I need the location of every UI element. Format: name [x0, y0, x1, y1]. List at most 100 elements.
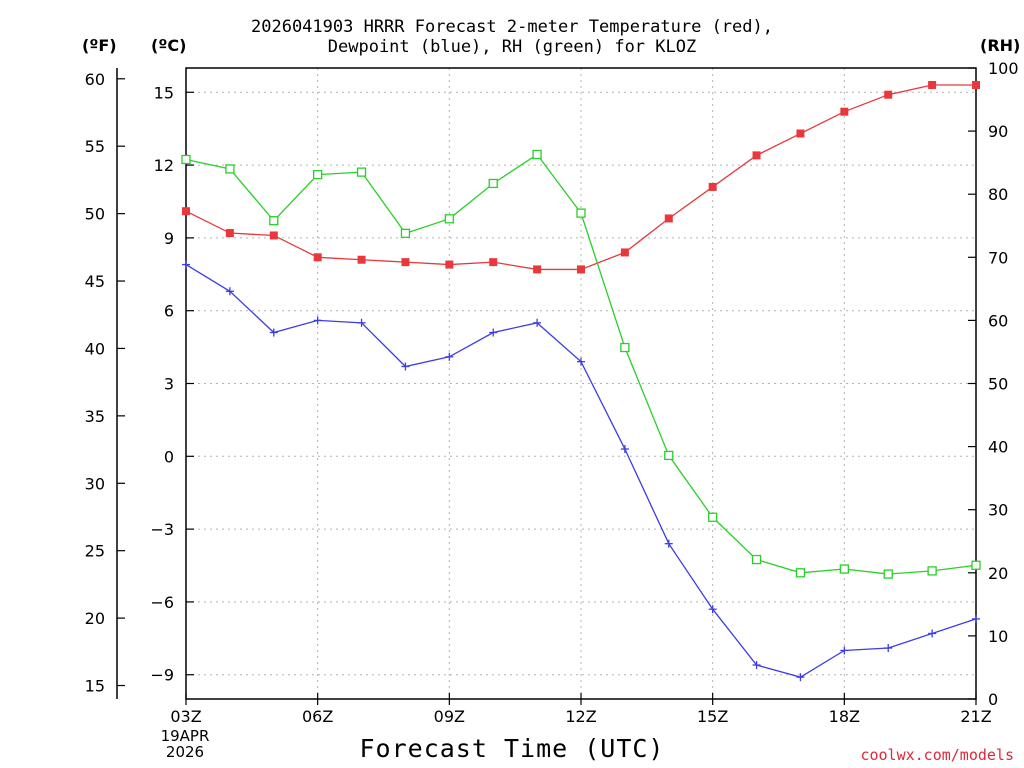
- fahrenheit-tick-label: 20: [85, 609, 105, 628]
- x-tick-label: 15Z: [697, 707, 728, 726]
- rh-tick-label: 100: [988, 59, 1019, 78]
- x-tick-label: 21Z: [960, 707, 991, 726]
- chart-title-line-2: Dewpoint (blue), RH (green) for KLOZ: [327, 37, 697, 57]
- temperature-point: [489, 258, 498, 267]
- temperature-point: [401, 258, 410, 267]
- series-plus-celsius: [182, 260, 980, 682]
- fahrenheit-tick-label: 60: [85, 70, 105, 89]
- series-open-square-rh: [181, 149, 981, 579]
- dewpoint-point: [445, 352, 454, 361]
- x-tick-label: 03Z: [170, 707, 201, 726]
- fahrenheit-tick-label: 15: [85, 677, 105, 696]
- start-date-year: 2026: [165, 743, 205, 761]
- temperature-point: [269, 231, 278, 240]
- dewpoint-point: [182, 260, 190, 269]
- rh-point: [620, 342, 630, 353]
- temperature-point: [313, 253, 322, 262]
- celsius-tick-label: 15: [154, 83, 174, 102]
- temperature-point: [840, 107, 849, 116]
- dewpoint-point: [664, 539, 673, 548]
- celsius-tick-label: −3: [150, 520, 174, 539]
- temperature-point: [533, 265, 542, 274]
- rh-tick-label: 60: [988, 311, 1008, 330]
- celsius-tick-label: 6: [164, 302, 174, 321]
- dewpoint-point: [533, 318, 542, 327]
- dewpoint-point: [577, 357, 585, 366]
- rh-point: [313, 169, 323, 180]
- rh-point: [225, 164, 235, 174]
- start-date-label: 19APR 2026: [155, 728, 215, 760]
- fahrenheit-tick-label: 45: [85, 272, 105, 291]
- rh-point: [444, 214, 454, 224]
- dewpoint-point: [708, 605, 717, 614]
- rh-tick-label: 90: [988, 122, 1008, 141]
- temperature-point: [357, 255, 366, 264]
- x-tick-label: 18Z: [829, 707, 860, 726]
- rh-point: [664, 450, 674, 461]
- data-series: [181, 80, 981, 682]
- credit-link[interactable]: coolwx.com/models: [860, 746, 1014, 764]
- dewpoint-point: [796, 673, 805, 682]
- dewpoint-point: [225, 287, 234, 296]
- rh-unit-label: (RH): [980, 36, 1021, 55]
- rh-point: [708, 512, 718, 522]
- celsius-tick-label: 9: [164, 229, 174, 248]
- rh-point: [795, 568, 806, 578]
- temperature-point: [664, 214, 673, 223]
- plot-frame: [185, 67, 977, 700]
- rh-tick-label: 20: [988, 564, 1008, 583]
- x-tick-label: 06Z: [302, 707, 333, 726]
- dewpoint-point: [884, 644, 893, 653]
- dewpoint-point: [840, 646, 849, 655]
- dewpoint-point: [752, 661, 761, 670]
- rh-point: [576, 208, 586, 218]
- dewpoint-point: [972, 614, 980, 623]
- dewpoint-point: [313, 316, 322, 325]
- rh-tick-label: 30: [988, 501, 1008, 520]
- celsius-tick-label: 12: [154, 156, 174, 175]
- temperature-point: [708, 182, 717, 191]
- rh-point: [488, 178, 498, 189]
- start-date-day: 19APR: [160, 727, 210, 745]
- axes: 15129630−3−6−960555045403530252015100908…: [85, 59, 1019, 726]
- rh-tick-label: 10: [988, 627, 1008, 646]
- rh-tick-label: 80: [988, 185, 1008, 204]
- grid-lines: [186, 68, 976, 699]
- fahrenheit-tick-label: 30: [85, 474, 105, 493]
- temperature-point: [620, 248, 629, 257]
- celsius-tick-label: 0: [164, 447, 174, 466]
- celsius-unit-label: (ºC): [151, 36, 187, 55]
- rh-point: [883, 569, 893, 579]
- dewpoint-point: [620, 445, 629, 454]
- series-filled-square-celsius: [182, 80, 980, 274]
- rh-point: [751, 554, 762, 565]
- x-axis-label: Forecast Time (UTC): [359, 734, 665, 763]
- dewpoint-point: [928, 629, 937, 638]
- temperature-point: [225, 229, 234, 238]
- temperature-point: [884, 90, 893, 99]
- temperature-point: [445, 260, 454, 269]
- chart-title-line-1: 2026041903 HRRR Forecast 2-meter Tempera…: [251, 17, 773, 37]
- temperature-point: [182, 207, 190, 216]
- x-tick-label: 12Z: [565, 707, 596, 726]
- fahrenheit-unit-label: (ºF): [82, 36, 117, 55]
- celsius-tick-label: 3: [164, 375, 174, 394]
- rh-point: [971, 560, 981, 570]
- temperature-point: [577, 265, 585, 274]
- fahrenheit-tick-label: 35: [85, 407, 105, 426]
- temperature-point: [928, 80, 937, 89]
- dewpoint-point: [357, 318, 366, 327]
- temperature-point: [796, 129, 805, 138]
- rh-point: [839, 564, 849, 574]
- celsius-tick-label: −9: [150, 666, 174, 685]
- dewpoint-point: [269, 328, 278, 337]
- rh-point: [400, 228, 411, 238]
- rh-point: [356, 167, 367, 177]
- rh-point: [927, 566, 937, 576]
- rh-point: [532, 149, 542, 160]
- fahrenheit-tick-label: 25: [85, 542, 105, 561]
- temperature-point: [752, 151, 761, 160]
- dewpoint-point: [401, 362, 410, 371]
- celsius-tick-label: −6: [150, 593, 174, 612]
